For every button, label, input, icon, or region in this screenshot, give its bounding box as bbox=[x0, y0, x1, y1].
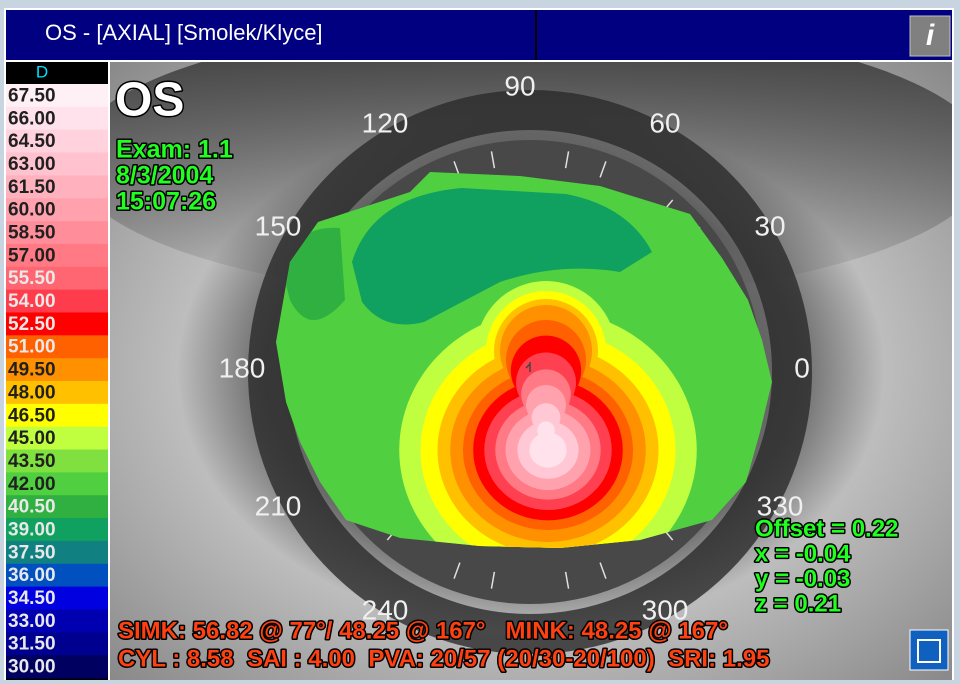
scale-label: 63.00 bbox=[8, 154, 56, 175]
scale-label: 55.50 bbox=[8, 268, 56, 289]
corner-icon-glyph[interactable] bbox=[917, 639, 941, 663]
corner-icon[interactable] bbox=[909, 629, 949, 671]
offset-info: y = -0.03 bbox=[755, 565, 850, 592]
stats-line: SIMK: 56.82 @ 77°/ 48.25 @ 167° MINK: 48… bbox=[118, 617, 728, 644]
angle-tick bbox=[490, 571, 496, 589]
offset-info: x = -0.04 bbox=[755, 540, 851, 567]
header-bar bbox=[6, 10, 952, 60]
exam-info: 8/3/2004 bbox=[116, 162, 213, 190]
scale-swatch bbox=[6, 84, 108, 108]
scale-swatch bbox=[6, 586, 108, 610]
angle-tick bbox=[599, 161, 607, 178]
angle-tick bbox=[599, 562, 607, 579]
scale-label: 48.00 bbox=[8, 382, 56, 403]
scale-label: 37.50 bbox=[8, 542, 56, 563]
scale-label: 39.00 bbox=[8, 520, 56, 541]
scale-swatch bbox=[6, 289, 108, 313]
scale-swatch bbox=[6, 221, 108, 245]
scale-label: 40.50 bbox=[8, 497, 56, 518]
scale-label: 36.00 bbox=[8, 565, 56, 586]
offset-info: z = 0.21 bbox=[755, 590, 841, 617]
scale-swatch bbox=[6, 358, 108, 382]
scale-swatch bbox=[6, 335, 108, 359]
scale-label: 52.50 bbox=[8, 314, 56, 335]
scale-label: 51.00 bbox=[8, 337, 56, 358]
info-button[interactable] bbox=[909, 15, 951, 57]
angle-tick bbox=[453, 562, 461, 579]
angle-label: 330 bbox=[757, 490, 804, 521]
scale-swatch bbox=[6, 106, 108, 131]
topo-zone bbox=[537, 421, 555, 440]
scale-swatch bbox=[6, 655, 108, 679]
scale-label: 67.50 bbox=[8, 85, 56, 106]
stats-line: CYL : 8.58 SAI : 4.00 PVA: 20/57 (20/30-… bbox=[118, 645, 769, 672]
angle-label: 30 bbox=[754, 210, 785, 241]
scale-swatch bbox=[6, 518, 108, 542]
scale-swatch bbox=[6, 472, 108, 496]
scale-label: 34.50 bbox=[8, 588, 56, 609]
angle-label: 120 bbox=[362, 107, 409, 138]
info-icon[interactable]: i bbox=[926, 19, 935, 52]
angle-label: 90 bbox=[504, 70, 535, 101]
scale-swatch bbox=[6, 563, 108, 588]
scale-label: 66.00 bbox=[8, 108, 56, 129]
topo-zone bbox=[529, 432, 567, 468]
angle-tick bbox=[564, 571, 570, 589]
angle-label: 0 bbox=[794, 352, 810, 383]
angle-label: 300 bbox=[642, 594, 689, 625]
scale-label: 64.50 bbox=[8, 131, 56, 152]
scale-swatch bbox=[6, 152, 108, 176]
scale-label: 54.00 bbox=[8, 291, 56, 312]
angle-label: 60 bbox=[649, 107, 680, 138]
angle-tick bbox=[490, 151, 496, 169]
angle-label: 180 bbox=[219, 352, 266, 383]
angle-label: 150 bbox=[255, 210, 302, 241]
scale-swatch bbox=[6, 403, 108, 428]
header-title: OS - [AXIAL] [Smolek/Klyce] bbox=[45, 20, 323, 45]
scale-swatch bbox=[6, 312, 108, 336]
scale-swatch bbox=[6, 426, 108, 451]
exam-info: 15:07:26 bbox=[116, 188, 216, 216]
scale-label: 46.50 bbox=[8, 405, 56, 426]
scale-swatch bbox=[6, 495, 108, 519]
scale-swatch bbox=[6, 266, 108, 291]
scale-label: 60.00 bbox=[8, 200, 56, 221]
scale-swatch bbox=[6, 632, 108, 656]
scale-label: 42.00 bbox=[8, 474, 56, 495]
scale-label: 49.50 bbox=[8, 360, 56, 381]
scale-label: 58.50 bbox=[8, 223, 56, 244]
scale-label: 45.00 bbox=[8, 428, 56, 449]
topo-zone bbox=[531, 403, 561, 432]
scale-unit: D bbox=[36, 62, 48, 81]
scale-label: 57.00 bbox=[8, 245, 56, 266]
scale-swatch bbox=[6, 129, 108, 154]
scale-label: 31.50 bbox=[8, 634, 56, 655]
angle-tick bbox=[564, 151, 570, 169]
scale: 67.5066.0064.5063.0061.5060.0058.5057.00… bbox=[6, 84, 108, 679]
exam-info: Exam: 1.1 bbox=[116, 136, 233, 164]
scale-swatch bbox=[6, 175, 108, 199]
scale-label: 33.00 bbox=[8, 611, 56, 632]
angle-label: 240 bbox=[362, 594, 409, 625]
scale-swatch bbox=[6, 540, 108, 565]
scale-swatch bbox=[6, 243, 108, 268]
angle-label: 210 bbox=[255, 490, 302, 521]
offset-info: Offset = 0.22 bbox=[755, 515, 898, 542]
scale-swatch bbox=[6, 449, 108, 473]
scale-label: 30.00 bbox=[8, 657, 56, 678]
scale-label: 61.50 bbox=[8, 177, 56, 198]
scale-swatch bbox=[6, 198, 108, 222]
scale-swatch bbox=[6, 609, 108, 633]
scale-label: 43.50 bbox=[8, 451, 56, 472]
eye-image bbox=[110, 62, 952, 680]
scale-swatch bbox=[6, 381, 108, 405]
eye-label: OS bbox=[115, 74, 184, 127]
